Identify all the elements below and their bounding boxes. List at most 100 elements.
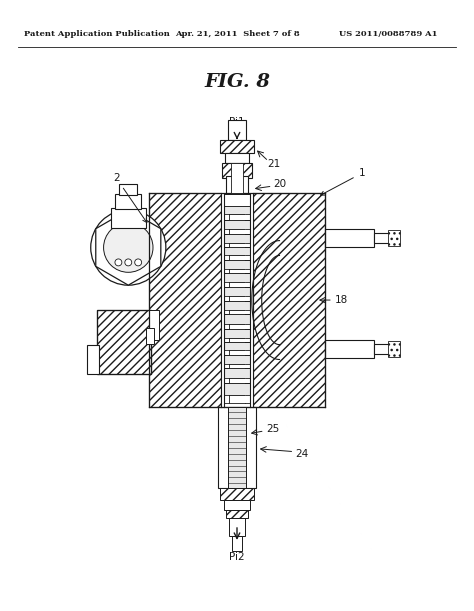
Bar xyxy=(245,229,250,233)
Bar xyxy=(224,260,250,269)
Bar xyxy=(224,500,250,510)
Bar xyxy=(224,349,229,354)
Bar xyxy=(220,139,254,153)
Bar xyxy=(229,349,245,354)
Bar xyxy=(245,243,250,247)
Bar xyxy=(325,229,374,247)
Bar xyxy=(229,518,245,536)
Bar xyxy=(224,383,250,395)
Text: 2: 2 xyxy=(113,173,147,222)
Bar xyxy=(116,194,141,209)
Bar xyxy=(149,310,159,340)
Bar xyxy=(229,364,245,368)
Bar xyxy=(224,296,229,301)
Bar xyxy=(226,176,248,194)
Bar xyxy=(229,214,245,220)
Bar xyxy=(228,407,246,488)
Text: US 2011/0088789 A1: US 2011/0088789 A1 xyxy=(339,31,438,38)
Bar xyxy=(228,120,246,139)
Bar xyxy=(245,349,250,354)
Bar xyxy=(229,324,245,329)
Bar xyxy=(87,345,99,375)
Bar xyxy=(245,310,250,314)
Circle shape xyxy=(135,259,142,266)
Circle shape xyxy=(125,259,132,266)
Bar xyxy=(229,243,245,247)
Bar xyxy=(388,230,400,246)
Text: FIG. 8: FIG. 8 xyxy=(204,73,270,91)
Bar xyxy=(374,343,392,354)
Text: 24: 24 xyxy=(295,448,309,459)
Circle shape xyxy=(115,259,122,266)
Bar xyxy=(374,233,392,243)
Bar xyxy=(110,208,146,228)
Bar xyxy=(119,184,137,195)
Bar xyxy=(245,364,250,368)
Bar xyxy=(221,193,253,407)
Bar xyxy=(224,229,229,233)
Text: Apr. 21, 2011  Sheet 7 of 8: Apr. 21, 2011 Sheet 7 of 8 xyxy=(174,31,300,38)
Bar xyxy=(232,536,242,551)
Bar xyxy=(224,342,250,349)
Bar xyxy=(224,214,229,220)
Circle shape xyxy=(91,210,166,285)
Bar xyxy=(245,296,250,301)
Bar xyxy=(388,341,400,357)
Bar xyxy=(224,220,250,229)
Bar xyxy=(229,395,245,403)
Text: Patent Application Publication: Patent Application Publication xyxy=(24,31,170,38)
Bar xyxy=(245,214,250,220)
Bar xyxy=(245,255,250,260)
Bar xyxy=(224,364,229,368)
Bar xyxy=(224,194,250,206)
Polygon shape xyxy=(96,210,161,285)
Bar xyxy=(229,338,245,342)
Bar xyxy=(218,407,256,488)
Bar xyxy=(245,324,250,329)
Bar xyxy=(253,193,325,407)
Bar xyxy=(224,273,250,282)
Bar xyxy=(229,229,245,233)
Bar xyxy=(229,378,245,383)
Bar xyxy=(229,296,245,301)
Bar xyxy=(224,368,250,378)
Bar xyxy=(224,395,229,403)
Bar xyxy=(224,329,250,338)
Bar xyxy=(224,255,229,260)
Bar xyxy=(224,243,229,247)
Bar xyxy=(245,338,250,342)
Bar xyxy=(245,282,250,287)
Bar xyxy=(224,233,250,243)
Bar xyxy=(245,269,250,273)
Text: Pi2: Pi2 xyxy=(229,552,245,562)
Text: 1: 1 xyxy=(320,168,365,195)
Text: 18: 18 xyxy=(335,295,348,305)
Bar xyxy=(229,282,245,287)
Bar xyxy=(224,354,250,364)
Bar xyxy=(220,488,254,500)
Bar xyxy=(229,255,245,260)
Bar xyxy=(245,395,250,403)
Bar xyxy=(224,287,250,296)
Circle shape xyxy=(104,223,153,273)
Bar xyxy=(149,193,221,407)
Bar xyxy=(226,510,248,518)
Bar xyxy=(224,282,229,287)
Text: 20: 20 xyxy=(273,179,287,189)
Bar xyxy=(146,327,154,343)
Bar xyxy=(325,340,374,357)
Bar xyxy=(245,378,250,383)
Text: 21: 21 xyxy=(268,159,281,169)
Bar xyxy=(224,269,229,273)
Bar xyxy=(229,269,245,273)
Bar xyxy=(224,378,229,383)
Bar xyxy=(225,153,249,163)
Bar xyxy=(97,310,151,375)
Bar xyxy=(97,310,151,375)
Bar xyxy=(224,338,229,342)
Bar xyxy=(231,163,243,193)
Bar xyxy=(222,163,252,178)
Bar xyxy=(224,301,250,310)
Bar xyxy=(224,324,229,329)
Text: Pi1: Pi1 xyxy=(229,117,245,126)
